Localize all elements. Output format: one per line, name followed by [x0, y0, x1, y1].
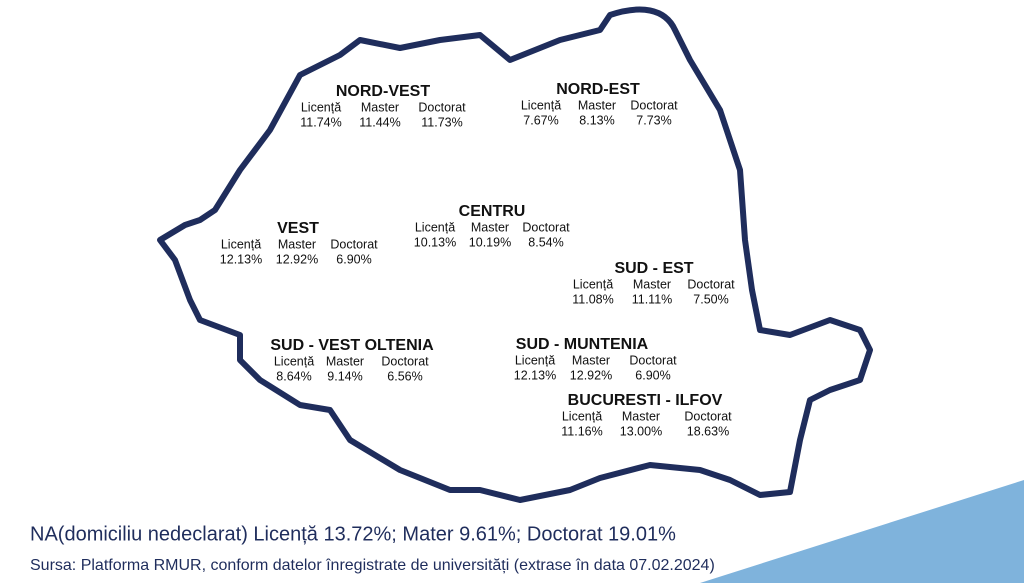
percentage: 7.67% [523, 113, 558, 127]
column-label: Licență [562, 409, 602, 423]
percentage: 7.50% [693, 292, 728, 306]
column-label: Master [622, 409, 660, 423]
region-name: SUD - MUNTENIA [516, 336, 649, 353]
column-label: Licență [415, 220, 455, 234]
region-name: CENTRU [459, 203, 526, 220]
romania-outline [157, 6, 873, 503]
percentage: 8.13% [579, 113, 614, 127]
column-label: Doctorat [630, 98, 678, 112]
percentage: 10.13% [414, 235, 456, 249]
column-label: Licență [515, 353, 555, 367]
region-name: VEST [277, 220, 319, 237]
column-label: Master [572, 353, 610, 367]
percentage: 12.92% [276, 252, 318, 266]
percentage: 6.90% [336, 252, 371, 266]
column-label: Master [578, 98, 616, 112]
region-name: BUCURESTI - ILFOV [568, 392, 723, 409]
percentage: 11.16% [561, 424, 602, 438]
percentage: 12.13% [220, 252, 262, 266]
column-label: Master [278, 237, 316, 251]
percentage: 7.73% [636, 113, 671, 127]
column-label: Licență [573, 277, 613, 291]
column-label: Licență [221, 237, 261, 251]
column-label: Licență [301, 100, 341, 114]
percentage: 11.11% [632, 292, 673, 306]
region-name: SUD - EST [614, 260, 693, 277]
column-label: Doctorat [381, 354, 429, 368]
percentage: 11.44% [359, 115, 400, 129]
percentage: 6.56% [387, 369, 422, 383]
na-note: NA(domiciliu nedeclarat) Licență 13.72%;… [30, 523, 676, 545]
corner-decoration [700, 480, 1024, 583]
percentage: 18.63% [687, 424, 729, 438]
column-label: Licență [521, 98, 561, 112]
column-label: Master [326, 354, 364, 368]
column-label: Doctorat [330, 237, 378, 251]
percentage: 8.54% [528, 235, 563, 249]
column-label: Doctorat [522, 220, 570, 234]
column-label: Doctorat [684, 409, 732, 423]
region-name: SUD - VEST OLTENIA [270, 337, 434, 354]
percentage: 11.73% [421, 115, 462, 129]
percentage: 8.64% [276, 369, 311, 383]
column-label: Licență [274, 354, 314, 368]
percentage: 13.00% [620, 424, 662, 438]
column-label: Doctorat [418, 100, 466, 114]
column-label: Master [471, 220, 509, 234]
region-name: NORD-EST [556, 81, 640, 98]
column-label: Doctorat [687, 277, 735, 291]
percentage: 12.92% [570, 368, 612, 382]
column-label: Master [361, 100, 399, 114]
percentage: 6.90% [635, 368, 670, 382]
region-name: NORD-VEST [336, 83, 430, 100]
percentage: 10.19% [469, 235, 511, 249]
percentage: 11.74% [300, 115, 341, 129]
percentage: 11.08% [572, 292, 613, 306]
percentage: 12.13% [514, 368, 556, 382]
column-label: Master [633, 277, 671, 291]
source-note: Sursa: Platforma RMUR, conform datelor î… [30, 557, 715, 574]
percentage: 9.14% [327, 369, 362, 383]
column-label: Doctorat [629, 353, 677, 367]
